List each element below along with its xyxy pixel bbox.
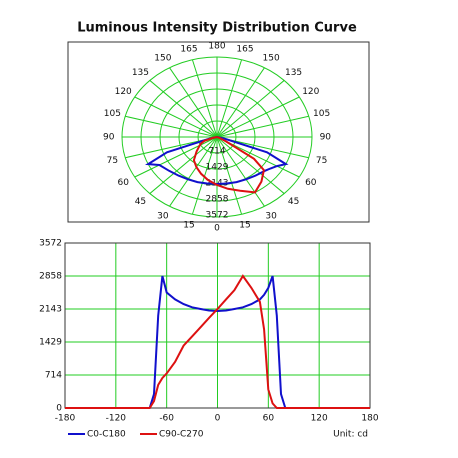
angle-label: 75 — [107, 156, 118, 166]
spoke — [216, 80, 285, 138]
spoke — [216, 136, 265, 207]
x-tick-label: 120 — [311, 414, 328, 424]
spoke — [216, 115, 309, 138]
angle-label: 135 — [132, 68, 149, 78]
spoke — [191, 59, 218, 138]
spoke — [134, 96, 218, 138]
x-tick-label: -60 — [159, 414, 174, 424]
angle-label: 75 — [316, 156, 327, 166]
angle-label: 105 — [313, 109, 330, 119]
angle-label: 45 — [288, 197, 299, 207]
y-tick-label: 0 — [56, 404, 62, 414]
x-tick-label: 0 — [215, 414, 221, 424]
spoke — [169, 136, 218, 207]
angle-label: 90 — [320, 133, 332, 143]
ring — [140, 72, 294, 202]
plot-frame — [67, 41, 370, 223]
angle-label: 165 — [180, 44, 197, 54]
x-tick-label: 60 — [263, 414, 275, 424]
angle-label: 15 — [239, 221, 250, 231]
spoke — [191, 136, 218, 215]
angle-label: 15 — [183, 221, 194, 231]
unit-label: Unit: cd — [333, 430, 368, 440]
angle-label: 150 — [154, 54, 171, 64]
intensity-curve — [145, 136, 289, 186]
angle-label: 135 — [285, 68, 302, 78]
spoke — [134, 136, 218, 178]
radius-label: 714 — [208, 146, 225, 156]
angle-label: 45 — [135, 197, 146, 207]
angle-label: 105 — [104, 109, 121, 119]
y-tick-label: 1429 — [39, 337, 62, 347]
chart-title: Luminous Intensity Distribution Curve — [77, 21, 357, 36]
angle-label: 0 — [214, 224, 220, 234]
spoke — [149, 80, 218, 138]
ring — [178, 104, 256, 170]
angle-label: 120 — [115, 87, 132, 97]
radius-label: 2858 — [206, 195, 229, 205]
spoke — [149, 136, 218, 194]
angle-label: 150 — [263, 54, 280, 64]
y-tick-label: 2143 — [39, 305, 62, 315]
spoke — [216, 136, 285, 194]
radius-label: 1429 — [206, 163, 229, 173]
angle-label: 120 — [302, 87, 319, 97]
angle-label: 60 — [117, 178, 129, 188]
plot-frame — [64, 242, 371, 409]
angle-label: 90 — [103, 133, 115, 143]
angle-label: 180 — [208, 41, 225, 51]
intensity-curve — [192, 136, 265, 194]
spoke — [216, 67, 265, 138]
spoke — [216, 59, 243, 138]
y-tick-label: 714 — [45, 371, 62, 381]
line — [65, 275, 370, 409]
spoke — [125, 115, 218, 138]
legend-label: C90-C270 — [159, 430, 204, 440]
ring — [197, 120, 237, 154]
spoke — [216, 96, 300, 138]
y-tick-label: 3572 — [39, 239, 62, 249]
angle-label: 60 — [305, 178, 317, 188]
x-tick-label: -120 — [106, 414, 127, 424]
y-tick-label: 2858 — [39, 271, 62, 281]
radius-label: 3572 — [206, 211, 229, 221]
line — [65, 274, 370, 409]
x-tick-label: 180 — [361, 414, 378, 424]
legend-label: C0-C180 — [87, 430, 126, 440]
angle-label: 30 — [157, 211, 169, 221]
angle-label: 30 — [265, 211, 277, 221]
spoke — [216, 136, 243, 215]
spoke — [169, 67, 218, 138]
angle-label: 165 — [236, 44, 253, 54]
x-tick-label: -180 — [55, 414, 76, 424]
ring — [121, 56, 313, 218]
